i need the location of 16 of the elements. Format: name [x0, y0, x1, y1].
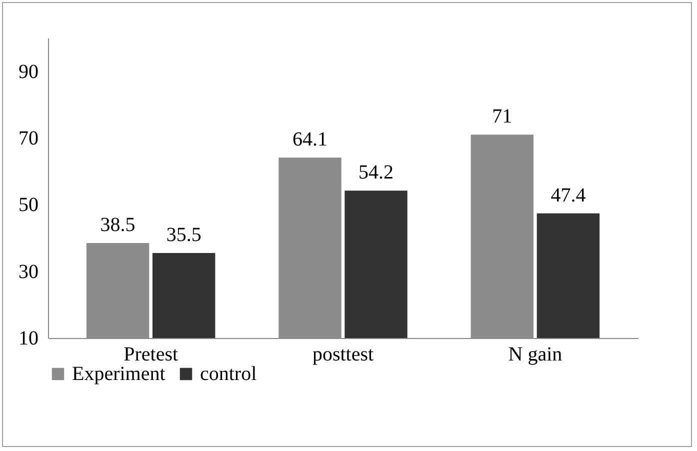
y-tick-label: 50	[18, 194, 38, 216]
data-label: 64.1	[292, 128, 328, 151]
y-tick-label: 10	[18, 328, 38, 350]
x-tick-label: N gain	[508, 344, 562, 366]
data-label: 35.5	[166, 224, 202, 246]
data-label: 71	[492, 106, 512, 128]
x-tick-label: posttest	[312, 344, 374, 366]
data-label: 54.2	[358, 162, 394, 184]
y-tick-label: 70	[18, 128, 38, 150]
data-label: 47.4	[550, 184, 586, 206]
x-tick-label: Pretest	[124, 344, 178, 366]
y-tick-label: 90	[18, 60, 38, 83]
data-label: 38.5	[100, 214, 136, 236]
legend-label: Experiment	[72, 363, 166, 385]
y-tick-label: 30	[18, 260, 38, 283]
legend-label: control	[200, 363, 258, 385]
